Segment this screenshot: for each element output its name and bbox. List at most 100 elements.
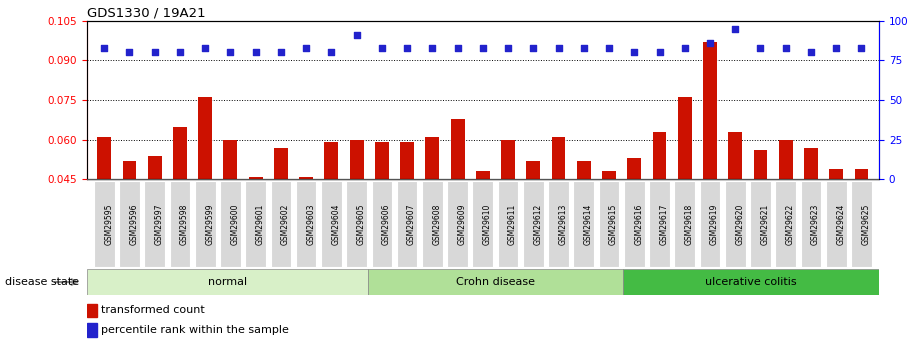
Point [97,45,111,50]
Bar [602,171,616,179]
Text: transformed count: transformed count [101,305,205,315]
Text: GSM29615: GSM29615 [609,204,618,245]
FancyBboxPatch shape [144,181,165,267]
FancyBboxPatch shape [245,181,266,267]
FancyBboxPatch shape [220,181,241,267]
Text: percentile rank within the sample: percentile rank within the sample [101,325,289,335]
Text: GSM29600: GSM29600 [230,204,240,245]
Point [652,50,667,55]
Bar [501,140,515,179]
FancyBboxPatch shape [523,181,544,267]
Point [324,50,339,55]
FancyBboxPatch shape [725,181,745,267]
Text: GSM29618: GSM29618 [685,204,694,245]
FancyBboxPatch shape [296,181,316,267]
Text: Crohn disease: Crohn disease [456,277,535,287]
Point [476,45,490,50]
Point [249,50,263,55]
Text: GSM29601: GSM29601 [256,204,265,245]
Point [753,45,768,50]
FancyBboxPatch shape [650,181,670,267]
Point [450,45,465,50]
Bar [753,150,767,179]
Bar [148,156,161,179]
Point [855,45,869,50]
Text: GSM29603: GSM29603 [306,204,315,245]
Point [778,45,793,50]
Bar [299,177,313,179]
Text: ulcerative colitis: ulcerative colitis [705,277,797,287]
Point [804,50,818,55]
Text: GSM29614: GSM29614 [584,204,593,245]
Bar [855,169,868,179]
Text: GSM29611: GSM29611 [508,204,517,245]
Text: GSM29608: GSM29608 [433,204,441,245]
Bar [623,269,879,295]
FancyBboxPatch shape [473,181,493,267]
Text: GSM29596: GSM29596 [129,204,138,245]
FancyBboxPatch shape [700,181,721,267]
Bar [577,161,590,179]
Bar [368,269,623,295]
Bar [350,140,363,179]
FancyBboxPatch shape [346,181,367,267]
FancyBboxPatch shape [599,181,619,267]
FancyBboxPatch shape [851,181,872,267]
Bar [829,169,844,179]
Bar [652,132,667,179]
Bar [97,137,111,179]
FancyBboxPatch shape [775,181,796,267]
Text: GSM29621: GSM29621 [761,204,770,245]
Point [627,50,641,55]
Point [501,45,516,50]
Bar [87,269,368,295]
FancyBboxPatch shape [497,181,518,267]
FancyBboxPatch shape [195,181,216,267]
Bar [223,140,238,179]
Bar [122,161,137,179]
Point [374,45,389,50]
Text: GSM29613: GSM29613 [558,204,568,245]
Text: GSM29620: GSM29620 [735,204,744,245]
Bar [87,323,97,336]
Text: GSM29619: GSM29619 [710,204,719,245]
Text: GSM29612: GSM29612 [533,204,542,245]
FancyBboxPatch shape [94,181,115,267]
Text: GSM29610: GSM29610 [483,204,492,245]
Point [678,45,692,50]
Point [829,45,844,50]
Point [173,50,188,55]
FancyBboxPatch shape [674,181,695,267]
Bar [628,158,641,179]
Point [728,26,742,31]
Text: GSM29609: GSM29609 [457,204,466,245]
Text: GSM29605: GSM29605 [356,204,365,245]
Point [223,50,238,55]
FancyBboxPatch shape [397,181,417,267]
Bar [249,177,262,179]
FancyBboxPatch shape [624,181,645,267]
FancyBboxPatch shape [169,181,190,267]
Bar [400,142,414,179]
Point [702,40,717,46]
Bar [552,137,566,179]
Text: GSM29623: GSM29623 [811,204,820,245]
Bar [173,127,187,179]
Text: normal: normal [208,277,247,287]
Text: GSM29625: GSM29625 [862,204,870,245]
FancyBboxPatch shape [548,181,568,267]
Bar [728,132,742,179]
Bar [476,171,490,179]
FancyBboxPatch shape [372,181,393,267]
FancyBboxPatch shape [750,181,771,267]
Text: GSM29607: GSM29607 [407,204,416,245]
Point [198,45,212,50]
Bar [375,142,389,179]
Bar [199,97,212,179]
Text: GSM29622: GSM29622 [785,204,794,245]
Bar [425,137,439,179]
Text: GSM29606: GSM29606 [382,204,391,245]
FancyBboxPatch shape [826,181,846,267]
Text: GSM29598: GSM29598 [180,204,189,245]
FancyBboxPatch shape [321,181,342,267]
